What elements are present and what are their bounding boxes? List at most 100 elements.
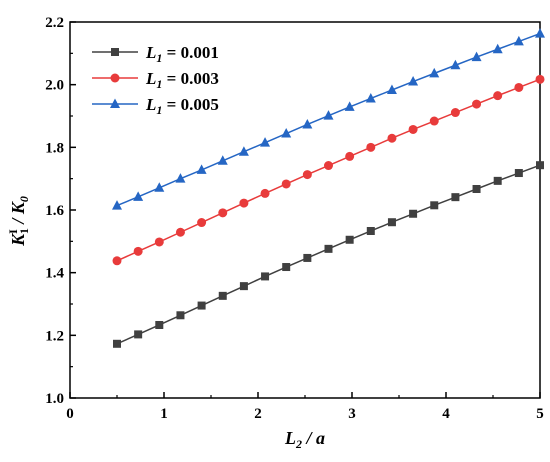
y-axis-title-sup: I [6,229,20,234]
y-tick-label: 1.4 [45,266,64,282]
data-point [408,124,418,134]
data-point [513,35,524,46]
legend-label: L1 = 0.003 [145,69,219,91]
data-point [239,198,249,208]
data-point [345,151,355,161]
data-point [302,118,313,129]
data-point [450,59,461,70]
data-point [471,51,482,62]
y-axis-title-sub1: 1 [17,228,31,234]
data-point [176,311,185,320]
data-point [472,185,481,194]
series-2 [112,74,545,266]
data-point [536,161,544,170]
data-point [155,320,164,329]
data-point [154,182,165,192]
data-point [175,227,185,237]
data-point [386,84,397,94]
data-point [134,330,143,339]
plot-frame [69,21,541,399]
data-point [472,99,482,109]
y-axis-title-sub0: 0 [17,196,31,202]
axis-ticks: 0 1 2 3 4 5 1.0 1.2 1.4 1.6 1.8 2.0 2.2 [45,15,544,422]
data-point [113,339,121,348]
data-point [409,209,418,218]
data-point [261,272,270,281]
y-tick-label: 2.2 [45,15,64,31]
x-tick-label: 1 [160,406,168,422]
data-point [492,43,503,54]
data-point [535,28,545,38]
data-point [430,201,439,210]
data-point [154,237,164,247]
data-point [282,263,291,272]
y-axis-title-mid: / [8,214,28,228]
legend-marker [111,48,119,56]
x-axis-title-rest: / a [302,428,325,448]
y-tick-label: 1.6 [45,203,64,219]
data-point [281,179,291,189]
data-point [493,176,502,185]
legend-item-2: L1 = 0.003 [92,69,219,91]
data-point [197,301,206,310]
data-point [324,244,333,253]
data-point [196,164,207,174]
series-3 [112,28,545,210]
data-point [365,92,376,103]
data-point [303,253,312,262]
data-point [493,91,503,101]
legend-label: L1 = 0.001 [145,43,219,65]
data-point [112,256,122,266]
data-point [429,67,440,78]
legend: L1 = 0.001 L1 = 0.003 L1 = 0.005 [92,43,219,117]
plot-area-border [69,21,541,399]
x-axis-title-main: L [284,428,296,448]
data-point [535,74,545,84]
data-point [260,137,271,147]
data-point [345,235,354,244]
data-point [429,116,439,126]
data-point [451,193,460,202]
data-point [514,169,523,178]
data-point [175,173,186,183]
data-point [514,82,524,92]
data-point [387,133,397,143]
data-point [239,282,248,291]
data-point [133,191,144,201]
legend-item-1: L1 = 0.001 [92,43,219,65]
legend-item-3: L1 = 0.005 [92,95,219,117]
y-tick-label: 1.2 [45,328,64,344]
y-axis-title-k0: K [8,200,28,215]
y-tick-label: 1.8 [45,140,64,156]
x-axis-title-sub: 2 [295,437,302,451]
data-point [323,110,334,120]
x-tick-label: 4 [442,406,450,422]
data-point [217,155,228,165]
legend-label: L1 = 0.005 [145,95,219,117]
x-axis-title: L2 / a [284,428,325,451]
data-point [260,188,270,198]
data-point [450,108,460,118]
data-point [281,128,292,138]
data-point [197,218,207,228]
legend-marker [110,73,120,83]
data-point [408,76,419,86]
data-point [238,146,249,156]
y-tick-label: 2.0 [45,78,64,94]
x-tick-label: 2 [254,406,262,422]
series-1 [113,161,544,348]
legend-marker [110,98,120,108]
data-point [387,218,396,227]
data-point [218,208,228,218]
data-point [366,226,375,235]
y-tick-label: 1.0 [45,391,64,407]
data-point [344,101,355,111]
data-point [218,291,227,300]
series-layer [112,28,545,348]
data-point [112,200,122,210]
data-point [133,246,143,256]
x-tick-label: 3 [348,406,356,422]
data-point [366,142,376,152]
y-axis-title: KI1 / K0 [6,196,31,247]
x-tick-label: 5 [536,406,544,422]
